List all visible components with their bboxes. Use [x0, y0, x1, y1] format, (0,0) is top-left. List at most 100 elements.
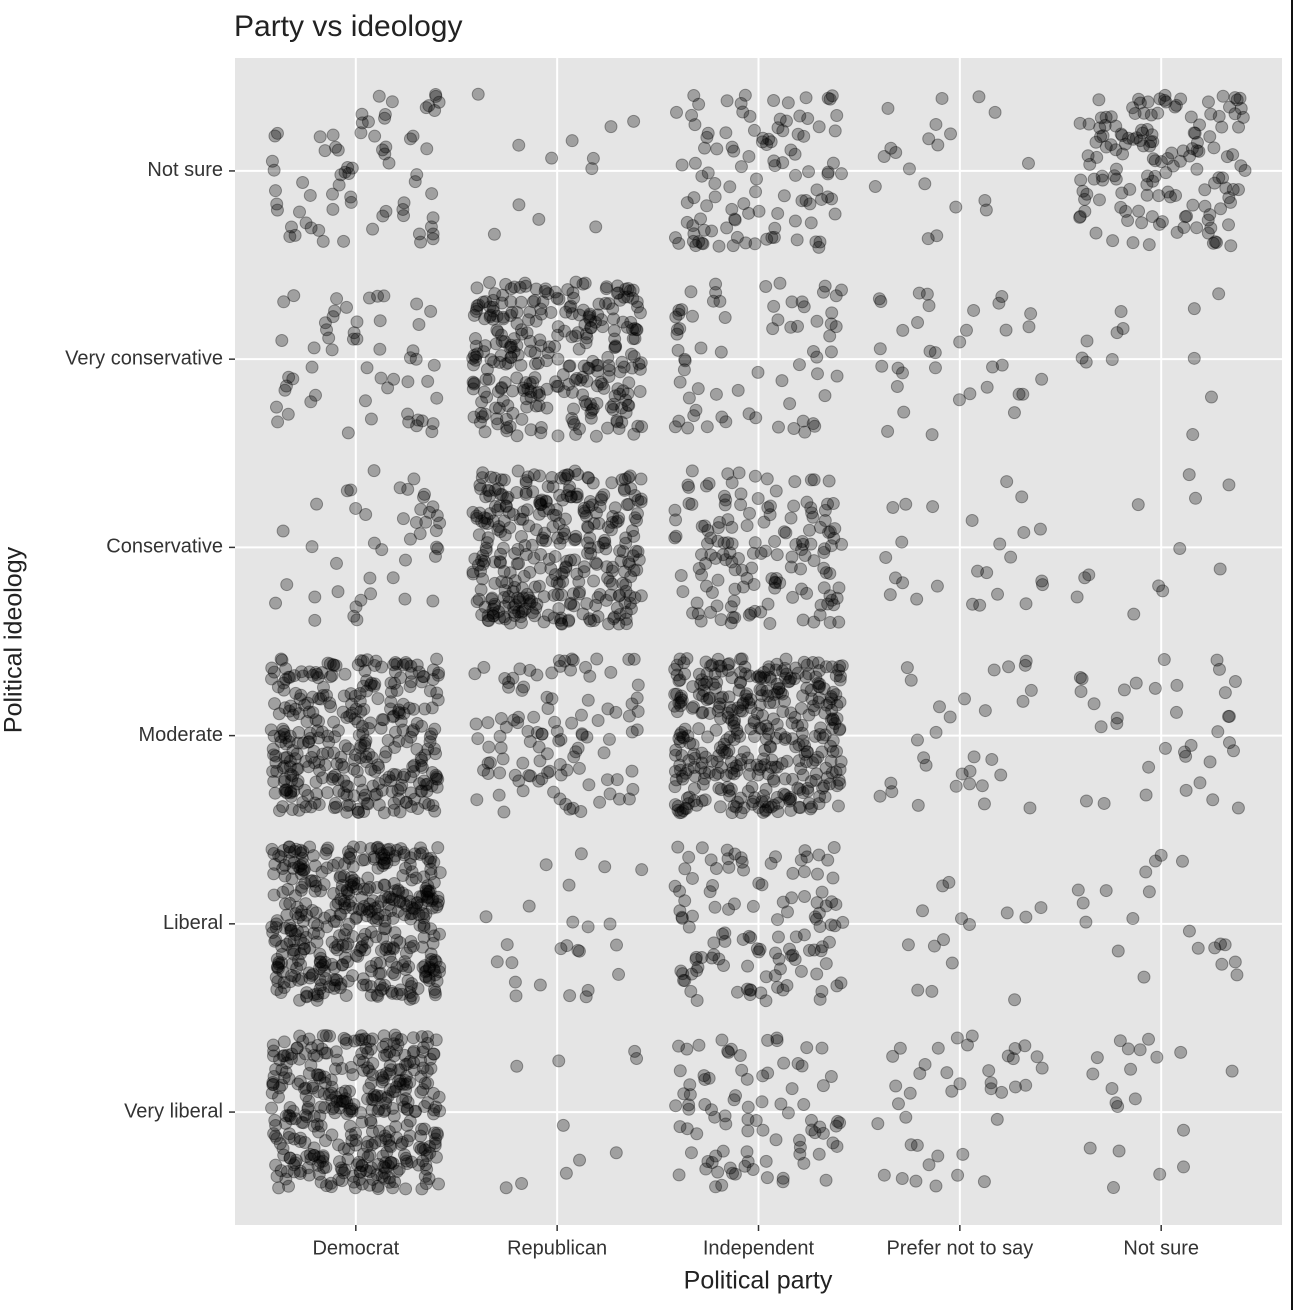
- point: [427, 1047, 441, 1061]
- point: [325, 772, 339, 786]
- point: [621, 471, 635, 485]
- point: [334, 869, 348, 883]
- point: [307, 744, 321, 758]
- point: [711, 766, 725, 780]
- point: [281, 407, 295, 421]
- point: [355, 107, 369, 121]
- point: [523, 663, 537, 677]
- point: [431, 693, 445, 707]
- point: [310, 935, 324, 949]
- point: [802, 708, 816, 722]
- point: [312, 1125, 326, 1139]
- point: [603, 917, 617, 931]
- point: [554, 942, 568, 956]
- point: [296, 669, 310, 683]
- point: [935, 91, 949, 105]
- point: [824, 345, 838, 359]
- point: [1096, 173, 1110, 187]
- point: [674, 569, 688, 583]
- point: [327, 715, 341, 729]
- point: [748, 536, 762, 550]
- point: [293, 1074, 307, 1088]
- point: [358, 739, 372, 753]
- point: [302, 966, 316, 980]
- point: [718, 311, 732, 325]
- point: [280, 783, 294, 797]
- point: [339, 923, 353, 937]
- point: [354, 1106, 368, 1120]
- point: [488, 576, 502, 590]
- point: [416, 960, 430, 974]
- point: [354, 940, 368, 954]
- point: [516, 604, 530, 618]
- point: [472, 528, 486, 542]
- point: [770, 677, 784, 691]
- point: [305, 1041, 319, 1055]
- point: [272, 955, 286, 969]
- point: [393, 1074, 407, 1088]
- point: [379, 921, 393, 935]
- point: [1222, 218, 1236, 232]
- point: [601, 350, 615, 364]
- point: [494, 741, 508, 755]
- point: [544, 562, 558, 576]
- point: [810, 314, 824, 328]
- point: [353, 687, 367, 701]
- point: [286, 943, 300, 957]
- point: [375, 1075, 389, 1089]
- point: [816, 1079, 830, 1093]
- point: [265, 661, 279, 675]
- point: [418, 702, 432, 716]
- point: [925, 428, 939, 442]
- point: [821, 190, 835, 204]
- point: [332, 1138, 346, 1152]
- point: [830, 1139, 844, 1153]
- point: [468, 667, 482, 681]
- point: [372, 798, 386, 812]
- point: [344, 483, 358, 497]
- point: [285, 773, 299, 787]
- point: [944, 127, 958, 141]
- point: [677, 1087, 691, 1101]
- point: [369, 930, 383, 944]
- point: [604, 120, 618, 134]
- point: [279, 662, 293, 676]
- point: [286, 1104, 300, 1118]
- point: [807, 554, 821, 568]
- point: [310, 667, 324, 681]
- point: [429, 1150, 443, 1164]
- point: [1080, 334, 1094, 348]
- point: [283, 1100, 297, 1114]
- point: [419, 778, 433, 792]
- point: [267, 1044, 281, 1058]
- point: [298, 1108, 312, 1122]
- point: [326, 1102, 340, 1116]
- point: [302, 760, 316, 774]
- point: [1225, 1064, 1239, 1078]
- point: [271, 962, 285, 976]
- point: [267, 729, 281, 743]
- point: [299, 800, 313, 814]
- point: [318, 955, 332, 969]
- point: [812, 240, 826, 254]
- point: [421, 852, 435, 866]
- point: [1024, 307, 1038, 321]
- point: [276, 862, 290, 876]
- point: [297, 937, 311, 951]
- point: [725, 140, 739, 154]
- point: [767, 299, 781, 313]
- point: [1228, 674, 1242, 688]
- point: [545, 692, 559, 706]
- point: [377, 1166, 391, 1180]
- point: [333, 1101, 347, 1115]
- point: [374, 983, 388, 997]
- point: [281, 1048, 295, 1062]
- point: [292, 707, 306, 721]
- point: [817, 581, 831, 595]
- point: [911, 798, 925, 812]
- point: [372, 967, 386, 981]
- point: [474, 482, 488, 496]
- point: [466, 382, 480, 396]
- point: [354, 126, 368, 140]
